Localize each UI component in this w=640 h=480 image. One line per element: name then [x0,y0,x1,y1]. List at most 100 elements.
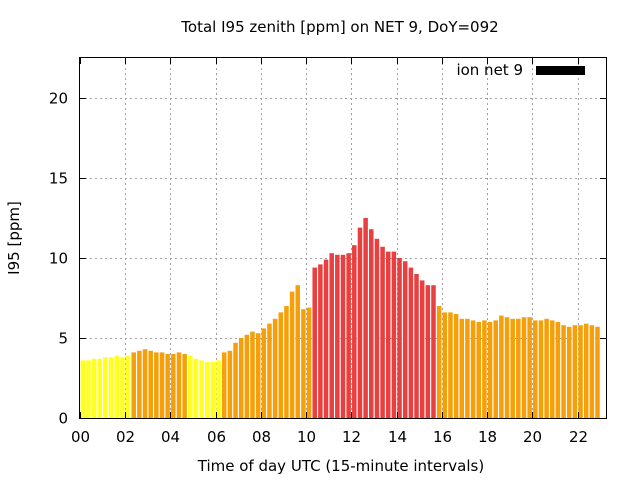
bar [572,325,578,418]
bar [312,267,317,418]
bar [561,325,566,418]
bar [323,259,329,418]
bar [578,325,583,418]
bar [131,352,136,418]
y-tick-label: 15 [49,170,68,188]
bar [425,285,431,418]
bar [527,317,532,418]
bar [188,355,193,418]
bar [97,358,103,418]
bar [120,357,125,418]
bar [504,317,510,418]
x-tick-label: 06 [207,428,226,446]
bar [255,333,261,418]
x-tick-label: 08 [252,428,271,446]
bar [159,352,165,418]
bar [250,331,255,418]
bar [476,322,481,418]
x-tick-label: 14 [388,428,407,446]
bar [538,320,544,418]
bar [261,328,267,418]
bar [482,320,487,418]
bar [470,320,476,418]
bar [176,352,182,418]
bar [108,357,114,418]
bar [114,355,120,418]
bar [340,254,346,418]
bar [148,350,153,418]
bar [103,357,108,418]
bar [510,318,515,418]
bar [419,280,425,418]
grid-lines [80,58,606,418]
bar [555,322,561,418]
legend-swatch [536,66,585,75]
bar-series [80,218,600,418]
bar [335,254,340,418]
bar [86,360,91,418]
bar [431,285,436,418]
bar [306,307,312,418]
bar [267,323,272,418]
bar [493,320,498,418]
bar [397,258,402,418]
y-tick-label: 20 [49,90,68,108]
bar [487,322,493,418]
bar [385,251,391,418]
y-tick-label: 0 [58,410,68,428]
bar [448,312,453,418]
bar [318,264,323,418]
bar [589,325,595,418]
y-tick-label: 5 [58,330,68,348]
x-tick-label: 10 [297,428,316,446]
bar [205,362,210,418]
x-tick-label: 04 [161,428,180,446]
bar [154,352,159,418]
bar [544,318,549,418]
bar [550,320,555,418]
bar [391,251,397,418]
bar [221,352,227,418]
bar [516,318,521,418]
bar [465,318,470,418]
bar [566,326,572,418]
bar [380,246,385,418]
bar [125,355,131,418]
legend: ion net 9 [456,61,585,79]
plot-frame [79,57,607,419]
bar [352,245,357,418]
bar [227,350,233,418]
bar [278,312,284,418]
bar [295,285,301,418]
bar [329,253,334,418]
bar [369,229,374,418]
bar [363,218,368,418]
y-tick-label: 10 [49,250,68,268]
y-axis-label: I95 [ppm] [5,201,23,275]
x-axis-label: Time of day UTC (15-minute intervals) [197,457,484,475]
bar [459,318,465,418]
bar [80,360,86,418]
x-tick-label: 02 [116,428,135,446]
bar [142,349,148,418]
bar [233,342,238,418]
bar [193,358,199,418]
bar [137,350,142,418]
bar [182,354,187,418]
bar [301,309,306,418]
bar [216,360,221,418]
chart-title: Total I95 zenith [ppm] on NET 9, DoY=092 [180,18,498,36]
x-tick-label: 20 [523,428,542,446]
bar [91,358,97,418]
bar [272,318,278,418]
bar [238,338,244,418]
bar [408,267,414,418]
bar [165,354,170,418]
bar [442,312,448,418]
bar [533,320,538,418]
x-tick-label: 22 [569,428,588,446]
bar [346,253,351,418]
bar [210,362,216,418]
x-tick-label: 16 [433,428,452,446]
